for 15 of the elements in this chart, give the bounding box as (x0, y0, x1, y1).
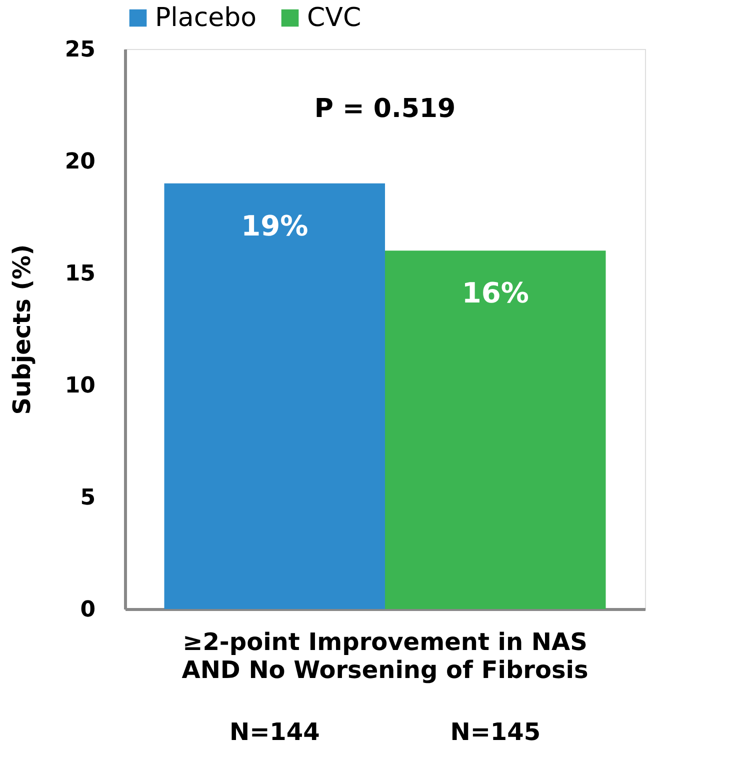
legend-label: Placebo (155, 3, 257, 33)
annotation: P = 0.519 (314, 94, 456, 124)
y-tick-label: 20 (64, 150, 96, 174)
data-label: 16% (462, 276, 529, 310)
y-tick-label: 15 (64, 262, 96, 286)
y-tick-label: 5 (80, 486, 96, 510)
y-tick-label: 25 (64, 38, 96, 62)
data-label: 19% (241, 209, 308, 242)
legend-label: CVC (307, 3, 362, 33)
y-tick-label: 10 (64, 374, 96, 398)
text: N=144 (229, 718, 320, 746)
x-tick-label: ≥2-point Improvement in NAS AND No Worsening of Fibrosis (182, 628, 588, 684)
y-axis-title: Subjects (%) (8, 244, 36, 415)
y-tick-label: 0 (80, 598, 96, 622)
text: N=145 (450, 718, 541, 746)
